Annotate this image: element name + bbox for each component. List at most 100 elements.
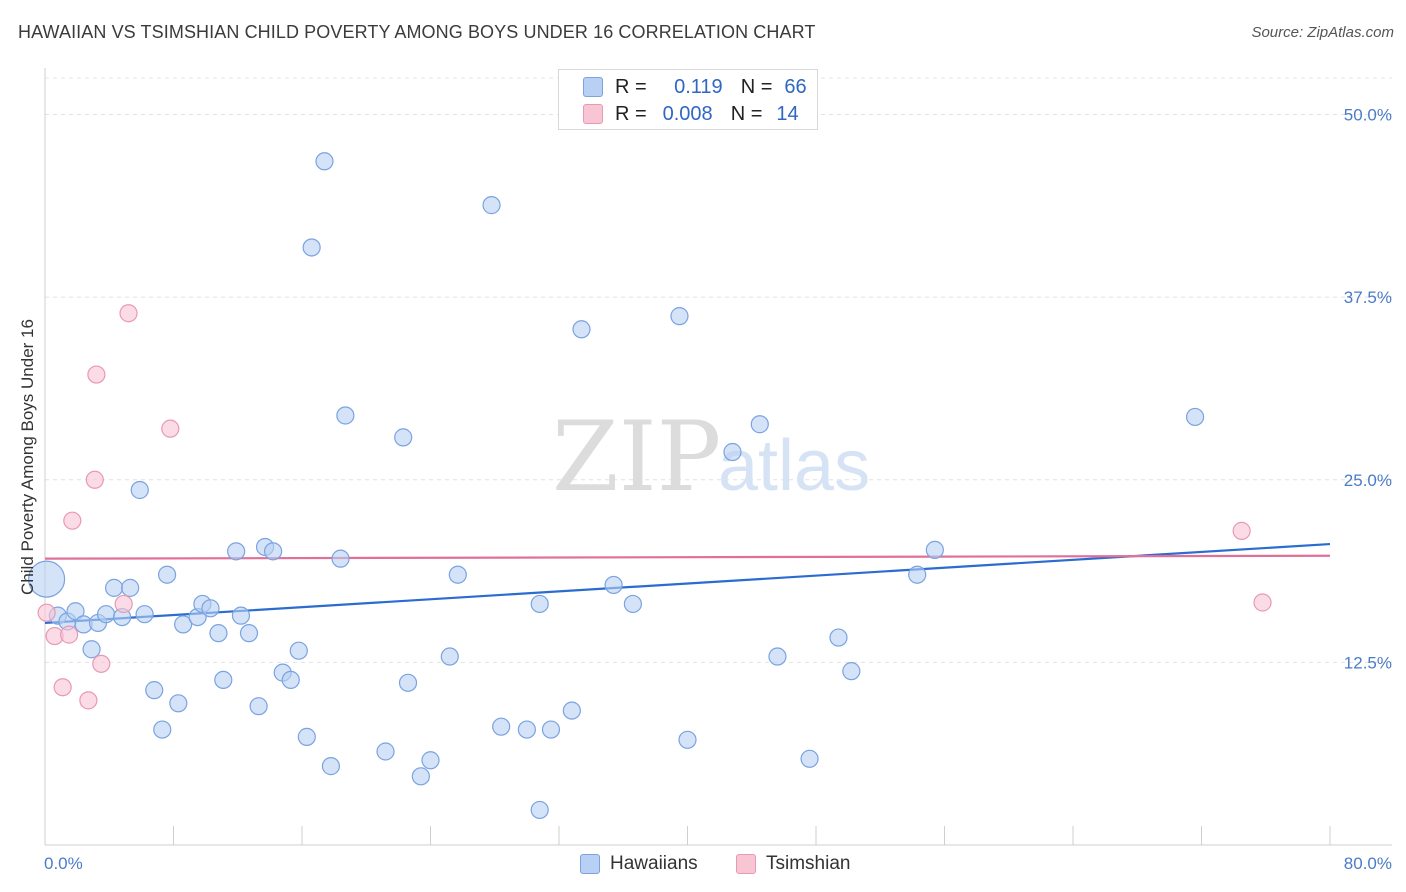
legend-swatch-tsimshian	[583, 104, 603, 124]
stats-legend: R = 0.119 N = 66 R = 0.008 N = 14	[558, 69, 818, 130]
point-tsimshian	[59, 625, 79, 644]
grid-lines	[45, 77, 1392, 663]
point-hawaiians	[135, 605, 154, 624]
legend-swatch-hawaiians	[583, 77, 603, 97]
point-tsimshian	[63, 511, 82, 530]
point-hawaiians	[448, 565, 467, 584]
legend-row-hawaiians: R = 0.119 N = 66	[583, 75, 807, 99]
legend-n-value: 66	[784, 75, 807, 98]
legend-n-label: N =	[740, 75, 773, 98]
point-tsimshian	[114, 594, 133, 614]
point-hawaiians	[231, 606, 251, 625]
point-hawaiians	[678, 730, 697, 749]
trend-line-tsimshian	[44, 554, 1331, 560]
x-tick-min: 0.0%	[44, 854, 83, 873]
point-hawaiians	[297, 727, 316, 746]
point-hawaiians	[530, 594, 549, 614]
legend-r-value: 0.119	[674, 75, 723, 98]
legend-swatch-hawaiians	[580, 854, 600, 874]
point-hawaiians	[66, 602, 85, 621]
point-hawaiians	[723, 442, 742, 462]
point-hawaiians	[263, 542, 283, 561]
point-hawaiians	[908, 565, 927, 584]
legend-r-label: R =	[615, 102, 647, 125]
y-tick-label: 25.0%	[1344, 471, 1392, 490]
point-hawaiians	[209, 624, 228, 643]
point-hawaiians	[376, 742, 395, 761]
point-hawaiians	[530, 800, 549, 820]
point-tsimshian	[85, 470, 104, 489]
point-hawaiians	[562, 701, 581, 720]
trend-lines	[44, 542, 1331, 625]
point-hawaiians	[201, 599, 220, 618]
watermark-zip: ZIP	[552, 401, 721, 513]
legend-row-tsimshian: R = 0.008 N = 14	[583, 102, 799, 126]
point-hawaiians	[394, 428, 413, 447]
point-hawaiians	[121, 578, 140, 597]
point-hawaiians	[440, 647, 459, 666]
watermark: ZIP atlas	[552, 401, 870, 513]
axes	[44, 68, 1392, 846]
point-hawaiians	[302, 238, 321, 257]
legend-r-value: 0.008	[662, 102, 713, 125]
point-hawaiians	[157, 565, 177, 584]
point-tsimshian	[161, 419, 180, 438]
y-tick-label: 50.0%	[1344, 106, 1392, 125]
point-tsimshian	[119, 304, 138, 323]
point-hawaiians	[214, 670, 233, 690]
y-axis-label: Child Poverty Among Boys Under 16	[18, 319, 37, 595]
legend-label-tsimshian: Tsimshian	[766, 853, 851, 874]
point-hawaiians	[750, 415, 769, 434]
point-hawaiians	[289, 641, 308, 660]
point-hawaiians	[800, 749, 819, 768]
legend-label-hawaiians: Hawaiians	[610, 853, 698, 874]
point-tsimshian	[37, 603, 56, 622]
watermark-atlas: atlas	[718, 426, 870, 506]
point-hawaiians	[153, 720, 172, 739]
point-hawaiians	[336, 406, 355, 425]
point-hawaiians	[96, 605, 116, 624]
point-hawaiians	[398, 673, 418, 692]
point-hawaiians	[670, 307, 689, 326]
point-hawaiians	[249, 697, 268, 716]
point-hawaiians	[572, 320, 591, 339]
point-tsimshian	[53, 678, 72, 697]
x-tick-max: 80.0%	[1344, 854, 1392, 873]
point-hawaiians	[411, 767, 430, 786]
point-hawaiians	[227, 542, 246, 561]
point-hawaiians	[145, 681, 164, 700]
point-hawaiians	[541, 720, 561, 739]
point-hawaiians	[104, 578, 124, 597]
chart-title: HAWAIIAN VS TSIMSHIAN CHILD POVERTY AMON…	[18, 22, 816, 42]
point-hawaiians	[842, 662, 861, 681]
point-tsimshian	[92, 654, 111, 673]
point-hawaiians	[130, 480, 149, 500]
legend-r-label: R =	[615, 75, 647, 98]
y-tick-labels: 12.5% 25.0% 37.5% 50.0%	[1344, 106, 1392, 673]
point-hawaiians	[768, 647, 787, 666]
point-hawaiians	[169, 694, 188, 713]
point-hawaiians	[315, 152, 334, 171]
legend-item-hawaiians: Hawaiians	[580, 851, 698, 877]
point-hawaiians	[331, 549, 350, 568]
data-points	[28, 152, 1272, 820]
point-tsimshian	[87, 365, 106, 384]
point-hawaiians	[829, 628, 848, 647]
point-tsimshian	[79, 691, 98, 710]
point-hawaiians	[482, 196, 501, 215]
point-tsimshian	[1253, 593, 1272, 612]
point-hawaiians	[517, 720, 536, 739]
legend-n-value: 14	[776, 102, 799, 125]
legend-swatch-tsimshian	[736, 854, 756, 874]
legend-item-tsimshian: Tsimshian	[736, 851, 850, 877]
point-hawaiians	[421, 751, 440, 770]
point-hawaiians	[174, 615, 193, 634]
point-tsimshian	[1232, 521, 1251, 540]
source-label: Source: ZipAtlas.com	[1251, 24, 1394, 41]
y-tick-label: 12.5%	[1344, 653, 1392, 672]
point-hawaiians	[623, 594, 642, 614]
point-hawaiians	[1185, 407, 1205, 427]
point-hawaiians	[281, 670, 300, 690]
legend-n-label: N =	[730, 102, 763, 125]
